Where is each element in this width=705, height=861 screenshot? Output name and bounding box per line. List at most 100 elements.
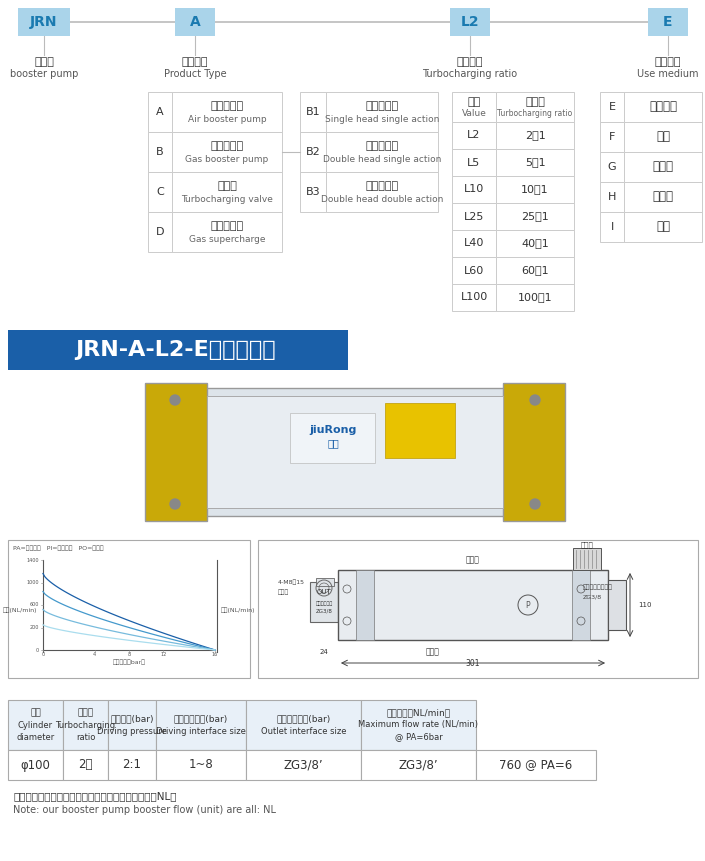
Text: 110: 110	[638, 602, 651, 608]
Bar	[172, 92, 282, 132]
Text: L40: L40	[464, 238, 484, 249]
Text: 使用介质: 使用介质	[655, 57, 681, 67]
Text: 玖容: 玖容	[327, 438, 339, 448]
Text: D: D	[156, 227, 164, 237]
Text: booster pump: booster pump	[10, 69, 78, 79]
Text: diameter: diameter	[16, 733, 54, 741]
Text: 标值: 标值	[467, 97, 481, 107]
Text: L10: L10	[464, 184, 484, 195]
Bar	[148, 92, 172, 132]
Text: B: B	[157, 147, 164, 157]
Text: 水薒气: 水薒气	[653, 160, 673, 174]
Text: 驱动气压(bar): 驱动气压(bar)	[110, 715, 154, 723]
Bar	[18, 8, 70, 36]
Text: Cylinder: Cylinder	[18, 721, 53, 729]
Text: 600: 600	[30, 603, 39, 608]
Bar	[175, 8, 215, 36]
Text: 2倍: 2倍	[78, 759, 93, 771]
Bar	[450, 8, 490, 36]
Bar	[145, 383, 207, 521]
Text: OUT: OUT	[317, 589, 331, 595]
Text: 100：1: 100：1	[517, 293, 552, 302]
Text: Turbocharging: Turbocharging	[56, 721, 116, 729]
Text: F: F	[609, 132, 615, 142]
Text: 4: 4	[93, 653, 96, 658]
Bar	[172, 172, 282, 212]
Text: Note: our booster pump booster flow (unit) are all: NL: Note: our booster pump booster flow (uni…	[13, 805, 276, 815]
Bar	[452, 176, 496, 203]
Bar	[290, 413, 375, 463]
Text: L2: L2	[467, 131, 481, 140]
Bar	[385, 403, 455, 458]
Text: L2: L2	[460, 15, 479, 29]
Text: B3: B3	[306, 187, 320, 197]
Bar	[452, 203, 496, 230]
Text: 增压比: 增压比	[525, 97, 545, 107]
Circle shape	[530, 499, 540, 509]
Bar	[8, 700, 63, 750]
Bar	[8, 750, 63, 780]
Text: 1~8: 1~8	[189, 759, 214, 771]
Text: φ100: φ100	[20, 759, 51, 771]
Bar	[326, 92, 438, 132]
Text: ratio: ratio	[76, 733, 95, 741]
Text: Gas supercharge: Gas supercharge	[189, 234, 265, 244]
Text: 出口接口尺寸(bar): 出口接口尺寸(bar)	[276, 715, 331, 723]
Bar	[496, 203, 574, 230]
Text: 8: 8	[128, 653, 130, 658]
Text: 200: 200	[30, 625, 39, 630]
Text: 60：1: 60：1	[521, 265, 548, 276]
Text: 增压比: 增压比	[78, 709, 94, 717]
Text: 气体增压泵: 气体增压泵	[210, 141, 243, 151]
Bar	[600, 152, 624, 182]
Text: Maximum flow rate (NL/min): Maximum flow rate (NL/min)	[359, 721, 479, 729]
Text: 安装面: 安装面	[426, 647, 440, 656]
Bar	[148, 212, 172, 252]
Text: 2：1: 2：1	[525, 131, 546, 140]
Text: 5：1: 5：1	[525, 158, 545, 168]
Bar	[361, 700, 476, 750]
Text: 最大流量（NL/min）: 最大流量（NL/min）	[386, 709, 450, 717]
Text: 压缩空气: 压缩空气	[649, 101, 677, 114]
Text: P: P	[526, 600, 530, 610]
Text: ZG3/8: ZG3/8	[316, 609, 333, 614]
Bar	[608, 580, 626, 630]
Text: 2:1: 2:1	[123, 759, 142, 771]
Bar	[300, 92, 326, 132]
Text: H: H	[608, 192, 616, 202]
Text: Turbocharging valve: Turbocharging valve	[181, 195, 273, 203]
Bar	[63, 750, 108, 780]
Text: 1400: 1400	[27, 558, 39, 562]
Bar	[148, 132, 172, 172]
Text: 气缸(NL/min): 气缸(NL/min)	[221, 607, 255, 613]
Text: A: A	[190, 15, 200, 29]
Bar	[148, 172, 172, 212]
Bar	[496, 92, 574, 122]
Bar	[326, 172, 438, 212]
Bar	[496, 257, 574, 284]
Text: 双头双作用: 双头双作用	[365, 181, 398, 191]
Bar	[452, 122, 496, 149]
Text: jiuRong: jiuRong	[309, 425, 357, 435]
Text: Use medium: Use medium	[637, 69, 699, 79]
Text: L5: L5	[467, 158, 481, 168]
Text: Driving pressure: Driving pressure	[97, 727, 167, 735]
Text: B2: B2	[306, 147, 320, 157]
Text: PA=驱动气压   PI=进入气压   PO=出气压: PA=驱动气压 PI=进入气压 PO=出气压	[13, 545, 104, 551]
Bar	[205, 388, 505, 516]
Bar	[624, 182, 702, 212]
Text: 天然气: 天然气	[653, 190, 673, 203]
Text: Gas booster pump: Gas booster pump	[185, 154, 269, 164]
Text: L25: L25	[464, 212, 484, 221]
Text: 气体增压机: 气体增压机	[210, 221, 243, 231]
Text: Double head double action: Double head double action	[321, 195, 443, 203]
Text: 输出压力（bar）: 输出压力（bar）	[113, 660, 145, 665]
Text: E: E	[608, 102, 615, 112]
Bar	[452, 149, 496, 176]
Text: Value: Value	[462, 109, 486, 119]
Bar	[476, 750, 596, 780]
Bar	[600, 122, 624, 152]
Text: 760 @ PA=6: 760 @ PA=6	[499, 759, 572, 771]
Text: 10：1: 10：1	[521, 184, 548, 195]
Bar	[63, 700, 108, 750]
